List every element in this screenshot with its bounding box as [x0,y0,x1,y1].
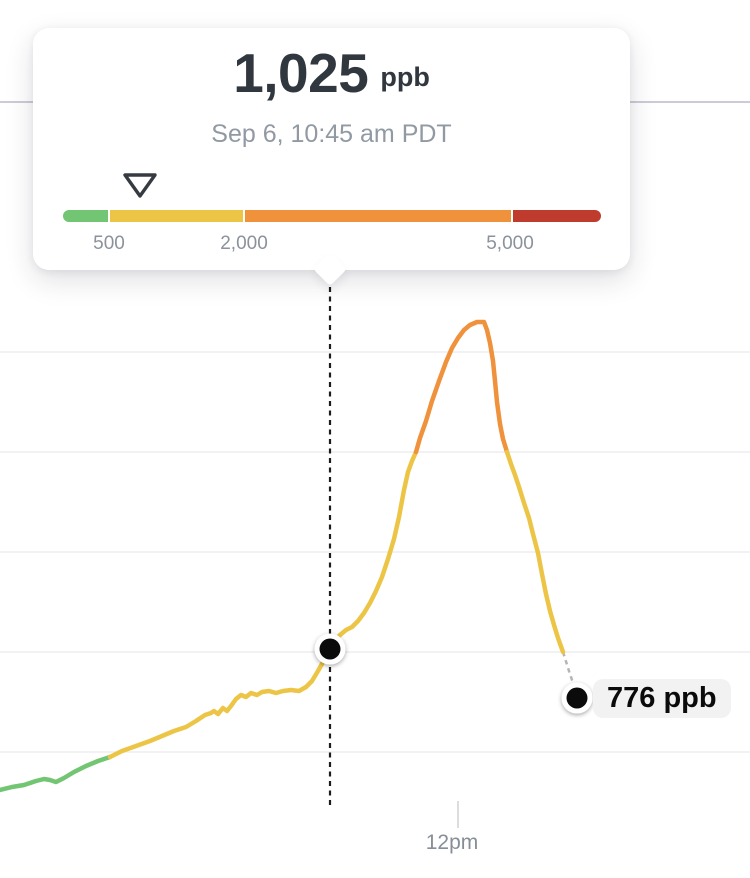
scale-segment-elevated [245,210,511,222]
tooltip-timestamp: Sep 6, 10:45 am PDT [211,120,452,148]
scale-tick-label-2000: 2,000 [220,233,268,254]
series-segment-yellow-rise [107,449,419,760]
tooltip-value: 1,025 [233,42,369,104]
scale-segment-good [63,210,108,222]
series-segment-orange-peak [413,319,510,455]
scale-segment-moderate [110,210,243,222]
dashed-tail-segment [561,651,577,690]
series-segment-yellow-fall [504,449,566,655]
scale-bar [63,210,601,222]
scale-segment-high [513,210,601,222]
latest-value-badge: 776 ppb [593,679,731,718]
x-axis-label: 12pm [425,831,479,854]
tooltip-value-row: 1,025 ppb [33,46,630,101]
scale-marker-icon [123,173,157,198]
tooltip-unit: ppb [380,62,430,92]
selected-point-dot[interactable] [319,638,341,660]
latest-point-dot [566,687,588,709]
scale-tick-label-5000: 5,000 [486,233,534,254]
scale-tick-label-500: 500 [93,233,125,254]
reading-tooltip: 1,025 ppb Sep 6, 10:45 am PDT 500 2,000 … [33,28,630,286]
series-segment-green [0,754,113,793]
